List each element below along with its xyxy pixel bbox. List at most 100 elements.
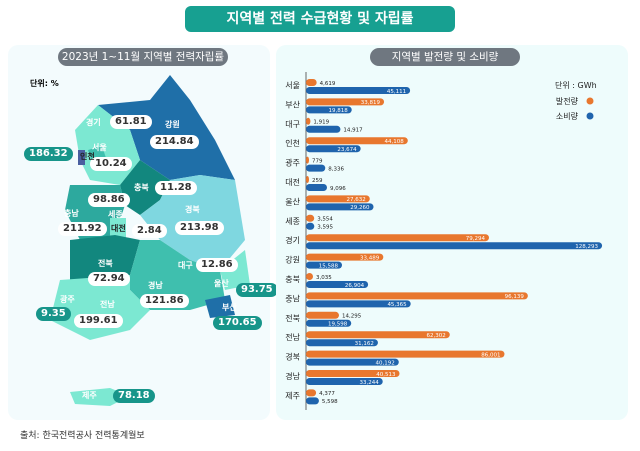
unit-label: 단위 : GWh bbox=[555, 80, 597, 90]
bar-consumption bbox=[306, 164, 326, 172]
category-label: 전북 bbox=[285, 313, 300, 323]
bar-generation bbox=[306, 311, 339, 319]
data-label: 96,139 bbox=[505, 294, 525, 300]
map-region-value: 72.94 bbox=[88, 272, 130, 286]
map-region-value: 213.98 bbox=[175, 221, 224, 235]
bar-generation bbox=[306, 389, 317, 397]
map-unit: 단위: % bbox=[30, 79, 59, 88]
bar-generation bbox=[306, 98, 385, 106]
region-busan bbox=[205, 295, 235, 318]
bar-chart: 서울 4,619 45,111 부산 33,819 19,818 대구 1,919 14,917… bbox=[285, 72, 603, 410]
data-label: 33,244 bbox=[359, 380, 379, 386]
map-region-value: 12.86 bbox=[196, 258, 238, 272]
legend-marker bbox=[586, 97, 594, 105]
data-label: 19,598 bbox=[328, 322, 348, 328]
data-label: 31,162 bbox=[355, 341, 374, 347]
map-region-value: 11.28 bbox=[155, 181, 197, 195]
map-region-name: 부산 bbox=[222, 303, 237, 312]
map-region-name: 울산 bbox=[214, 279, 229, 288]
map-region-name: 서울 bbox=[92, 143, 107, 152]
data-label: 15,588 bbox=[319, 263, 339, 269]
map-region-value: 199.61 bbox=[74, 314, 123, 328]
region-chungbuk bbox=[120, 160, 170, 215]
data-label: 79,294 bbox=[466, 236, 486, 242]
data-label: 779 bbox=[312, 158, 323, 164]
data-label: 5,598 bbox=[322, 399, 338, 405]
data-label: 259 bbox=[312, 178, 323, 184]
map-region-name: 대전 bbox=[111, 224, 126, 233]
bar-generation bbox=[306, 176, 309, 183]
data-label: 14,295 bbox=[342, 314, 362, 320]
bar-generation bbox=[306, 214, 315, 222]
data-label: 62,302 bbox=[427, 333, 446, 339]
category-label: 부산 bbox=[285, 99, 300, 109]
category-label: 광주 bbox=[285, 158, 300, 168]
category-label: 제주 bbox=[285, 391, 300, 400]
data-label: 45,111 bbox=[387, 89, 406, 95]
data-label: 33,489 bbox=[360, 255, 380, 261]
data-label: 4,377 bbox=[319, 391, 335, 397]
bar-generation bbox=[306, 292, 528, 300]
data-label: 1,919 bbox=[313, 120, 329, 126]
bar-generation bbox=[306, 370, 400, 377]
bar-consumption bbox=[306, 242, 603, 250]
bar-consumption bbox=[306, 378, 383, 385]
map-region-name: 전남 bbox=[100, 300, 115, 309]
category-label: 서울 bbox=[285, 81, 300, 90]
data-label: 44,108 bbox=[385, 139, 405, 145]
bar-consumption bbox=[306, 339, 378, 347]
data-label: 14,917 bbox=[343, 128, 363, 134]
bar-consumption bbox=[306, 106, 352, 114]
page-title: 지역별 전력 수급현황 및 자립률 bbox=[185, 6, 455, 32]
map-region-value: 211.92 bbox=[58, 222, 107, 236]
map-title: 2023년 1~11월 지역별 전력자립률 bbox=[58, 48, 228, 66]
map-region-name: 제주 bbox=[82, 391, 97, 400]
map-region-name: 경기 bbox=[86, 118, 101, 127]
bar-consumption bbox=[306, 319, 352, 327]
map-region-name: 충북 bbox=[134, 183, 149, 192]
bar-consumption bbox=[306, 222, 315, 230]
data-label: 8,336 bbox=[328, 166, 344, 172]
category-label: 충남 bbox=[285, 294, 300, 303]
bar-generation bbox=[306, 331, 450, 339]
bar-generation bbox=[306, 117, 311, 125]
map-region-value: 93.75 bbox=[236, 283, 278, 297]
data-label: 33,819 bbox=[361, 100, 381, 106]
bar-generation bbox=[306, 234, 489, 242]
region-incheon bbox=[78, 150, 85, 165]
category-label: 전남 bbox=[285, 332, 300, 342]
bar-generation bbox=[306, 253, 384, 261]
bar-consumption bbox=[306, 281, 369, 288]
bar-consumption bbox=[306, 203, 374, 211]
map-region-name: 충남 bbox=[64, 209, 79, 218]
category-label: 강원 bbox=[285, 255, 300, 265]
map-region-name: 경남 bbox=[148, 281, 163, 290]
source-note: 출처: 한국전력공사 전력통계월보 bbox=[20, 431, 145, 441]
category-label: 울산 bbox=[285, 196, 300, 206]
map-region-name: 인천 bbox=[80, 152, 95, 161]
legend-label: 소비량 bbox=[556, 111, 579, 121]
bar-generation bbox=[306, 137, 408, 145]
data-label: 9,096 bbox=[330, 186, 346, 192]
data-label: 128,293 bbox=[575, 244, 598, 250]
category-label: 경기 bbox=[285, 235, 300, 245]
map-region-value: 121.86 bbox=[140, 294, 189, 308]
map-region-value: 186.32 bbox=[24, 147, 73, 161]
data-label: 40,192 bbox=[376, 360, 395, 366]
bar-consumption bbox=[306, 87, 411, 94]
data-label: 3,035 bbox=[316, 275, 332, 281]
category-label: 경북 bbox=[285, 352, 300, 362]
data-label: 3,595 bbox=[317, 225, 333, 231]
region-gangwon bbox=[98, 75, 235, 180]
data-label: 29,260 bbox=[350, 205, 370, 211]
data-label: 45,365 bbox=[387, 302, 407, 308]
data-label: 19,818 bbox=[328, 108, 348, 114]
bar-consumption bbox=[306, 358, 399, 366]
bar-generation bbox=[306, 79, 317, 86]
map-region-name: 전북 bbox=[98, 259, 113, 268]
chart-title: 지역별 발전량 및 소비량 bbox=[370, 48, 520, 66]
map-region-value: 78.18 bbox=[113, 389, 155, 403]
bar-consumption bbox=[306, 145, 361, 153]
data-label: 40,513 bbox=[376, 372, 396, 378]
map-region-value: 170.65 bbox=[213, 316, 262, 330]
